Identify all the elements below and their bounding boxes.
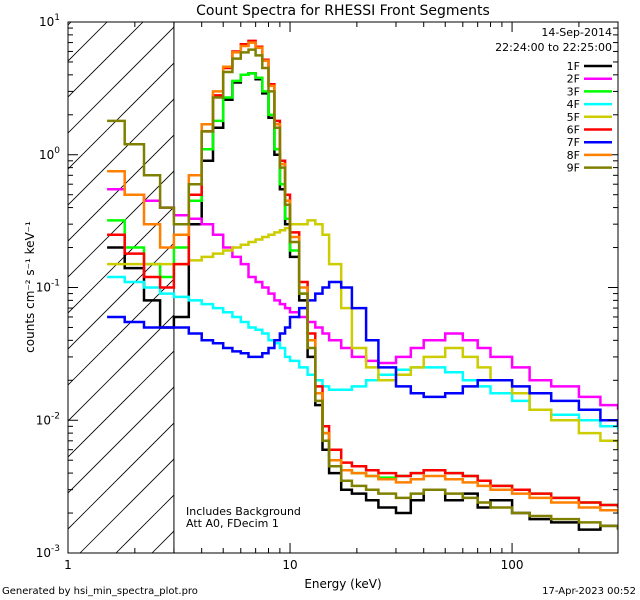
x-tick-label: 1 [64,558,72,572]
hatch-line [68,22,144,98]
hatch-line [0,0,104,553]
hatch-line [260,0,640,553]
y-tick-label: 10-2 [36,411,60,427]
x-tick-labels: 1 10 100 [64,558,523,572]
hatch-line [68,26,174,134]
series-8F-line [107,41,618,513]
annotation-attenuator: Att A0, FDecim 1 [186,517,279,530]
chart-title: Count Spectra for RHESSI Front Segments [196,3,490,19]
legend-time-range: 22:24:00 to 22:25:00 [495,41,612,54]
series-5F-line [107,219,618,450]
y-tick-label: 100 [39,146,60,162]
series-9F-line [107,48,618,530]
hatch-line [68,386,174,494]
legend-label-1F: 1F [567,60,580,73]
hatch-line [68,206,174,314]
axis-ticks [67,21,619,554]
hatch-line [68,242,174,350]
x-tick-label: 100 [501,558,524,572]
legend-label-3F: 3F [567,85,580,98]
legend-label-8F: 8F [567,149,580,162]
annotation-background: Includes Background [186,505,301,518]
legend-label-7F: 7F [567,136,580,149]
hatched-region [0,0,640,553]
series-1F-line [107,72,618,531]
series-4F-line [107,275,618,430]
hatch-line [368,0,640,553]
legend-date: 14-Sep-2014 [541,26,612,39]
y-tick-labels: 101 100 10-1 10-2 10-3 [36,13,61,560]
hatch-line [68,422,174,530]
y-axis-label: counts cm⁻² s⁻¹ keV⁻¹ [23,221,37,353]
legend-label-9F: 9F [567,162,580,175]
y-tick-label: 10-1 [36,279,60,295]
series-layer [107,39,618,531]
series-3F-line [107,72,618,508]
hatch-line [68,350,174,458]
legend: 14-Sep-2014 22:24:00 to 22:25:00 1F2F3F4… [495,26,612,175]
y-tick-label: 10-3 [36,544,60,560]
y-tick-label: 101 [39,13,60,29]
footer-generator: Generated by hsi_min_spectra_plot.pro [2,586,198,597]
hatch-line [440,0,640,553]
legend-label-5F: 5F [567,111,580,124]
footer-datetime: 17-Apr-2023 00:52 [542,586,636,597]
x-axis-label: Energy (keV) [304,577,381,591]
hatch-line [68,134,174,242]
legend-label-4F: 4F [567,98,580,111]
x-tick-label: 10 [282,558,297,572]
hatch-line [68,22,108,62]
hatch-line [68,170,174,278]
series-6F-line [107,39,618,508]
series-2F-line [107,187,618,410]
legend-label-6F: 6F [567,124,580,137]
series-7F-line [107,280,618,427]
legend-label-2F: 2F [567,73,580,86]
